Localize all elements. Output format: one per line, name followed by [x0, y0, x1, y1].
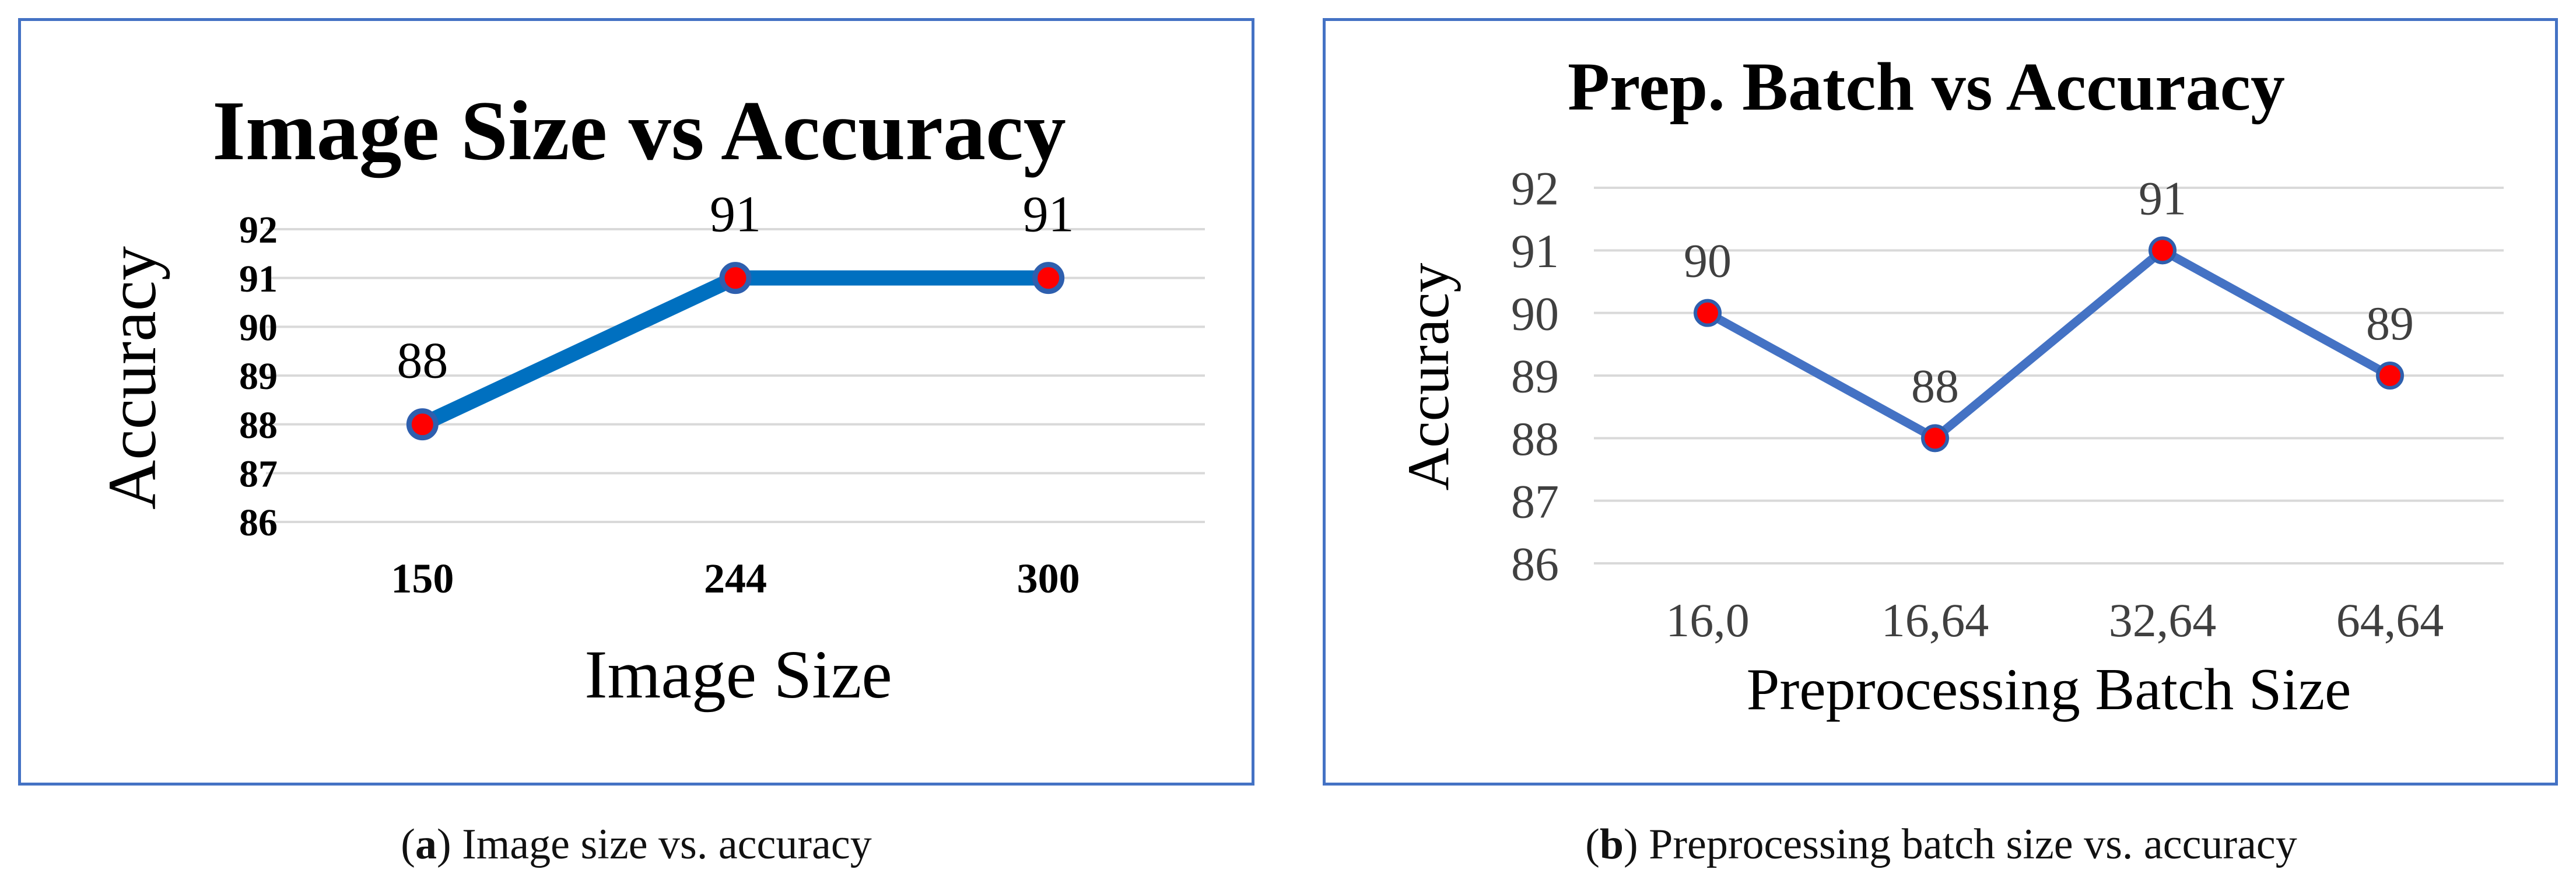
chart-b-x-tick-1: 16,64 [1881, 594, 1989, 647]
chart-b-series-line-0 [1703, 246, 2395, 443]
chart-a-y-axis-label: Accuracy [94, 246, 170, 510]
chart-panel-a: Image Size vs Accuracy 86 87 88 89 90 91 92 150 2… [18, 18, 1254, 786]
chart-b-x-tick-3: 64,64 [2336, 594, 2444, 647]
caption-a-text: ) Image size vs. accuracy [436, 821, 872, 868]
chart-a-series-line-0 [415, 270, 1056, 432]
chart-b-y-tick-90: 90 [1511, 287, 1559, 340]
chart-b-data-label-1: 88 [1911, 359, 1959, 412]
chart-b-x-tick-2: 32,64 [2109, 594, 2217, 647]
chart-b-y-tick-88: 88 [1511, 412, 1559, 465]
chart-b-y-axis-label: Accuracy [1396, 263, 1462, 491]
chart-b-y-tick-87: 87 [1511, 475, 1559, 528]
chart-a-y-tick-91: 91 [239, 258, 278, 300]
chart-a-x-tick-1: 244 [704, 555, 767, 602]
chart-a-data-label-2: 91 [1023, 187, 1074, 243]
chart-b-data-point-1 [1921, 424, 1949, 453]
chart-a-x-tick-2: 300 [1017, 555, 1080, 602]
chart-b-chart-title: Prep. Batch vs Accuracy [1568, 48, 2285, 125]
caption-b: (b) Preprocessing batch size vs. accurac… [1585, 821, 2297, 868]
chart-a-data-point-0 [406, 408, 439, 441]
chart-b-data-label-3: 89 [2366, 297, 2414, 350]
chart-b-x-tick-0: 16,0 [1666, 594, 1750, 647]
chart-b-y-tick-86: 86 [1511, 538, 1559, 591]
chart-b-data-point-0 [1694, 299, 1722, 327]
chart-a-x-tick-0: 150 [391, 555, 454, 602]
chart-b-data-label-0: 90 [1684, 234, 1732, 288]
chart-b-y-tick-91: 91 [1511, 225, 1559, 278]
caption-a: (a) Image size vs. accuracy [401, 821, 872, 868]
chart-b-data-point-3 [2376, 362, 2404, 390]
chart-a-data-point-1 [719, 262, 752, 295]
chart-a-data-label-1: 91 [710, 187, 761, 243]
caption-a-letter: a [415, 821, 437, 868]
image-size-chart: Image Size vs Accuracy 86 87 88 89 90 91 92 150 2… [94, 83, 1205, 713]
chart-a-data-point-2 [1032, 262, 1065, 295]
chart-panel-b: Prep. Batch vs Accuracy 86 87 88 89 90 91 92 16,… [1323, 18, 2558, 786]
chart-a-data-label-0: 88 [397, 333, 448, 390]
chart-b-data-label-2: 91 [2139, 171, 2186, 225]
prep-batch-chart: Prep. Batch vs Accuracy 86 87 88 89 90 91 92 16,… [1396, 48, 2504, 723]
chart-b-x-axis-label: Preprocessing Batch Size [1747, 657, 2351, 723]
chart-a-y-tick-86: 86 [239, 502, 278, 544]
caption-b-letter: b [1599, 821, 1624, 868]
chart-a-y-tick-89: 89 [239, 355, 278, 398]
chart-a-x-axis-label: Image Size [584, 636, 892, 713]
chart-b-y-tick-92: 92 [1511, 162, 1559, 215]
chart-a-y-tick-92: 92 [239, 209, 278, 251]
caption-b-text: ) Preprocessing batch size vs. accuracy [1624, 821, 2297, 868]
chart-a-chart-title: Image Size vs Accuracy [212, 83, 1066, 178]
chart-a-y-tick-87: 87 [239, 453, 278, 495]
chart-b-data-point-2 [2149, 236, 2177, 265]
chart-a-y-tick-90: 90 [239, 306, 278, 349]
chart-b-y-tick-89: 89 [1511, 350, 1559, 403]
chart-a-y-tick-88: 88 [239, 404, 278, 447]
